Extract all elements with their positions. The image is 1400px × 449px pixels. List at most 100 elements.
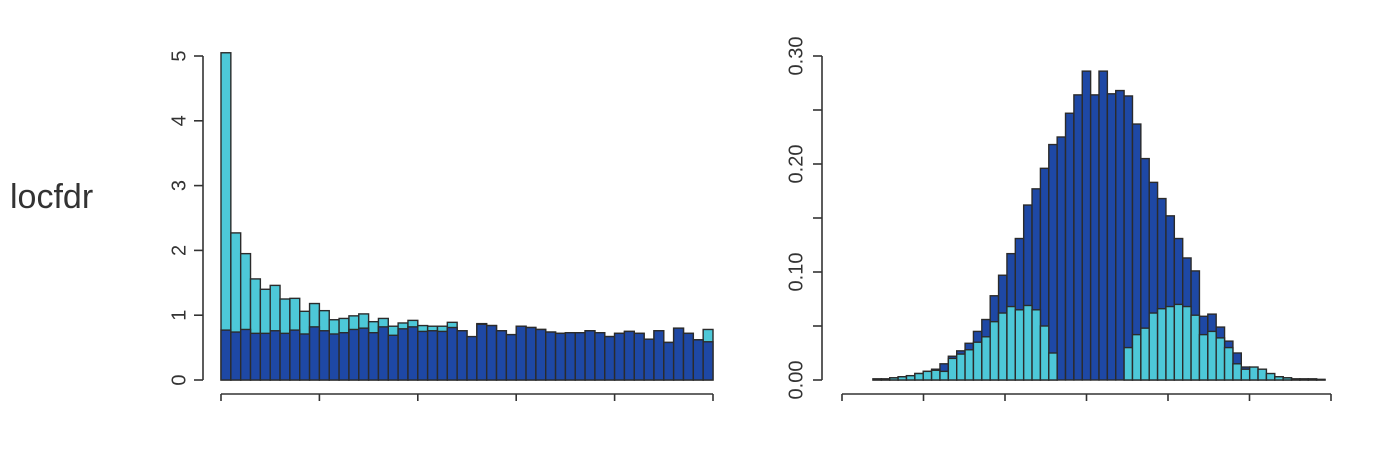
bar-light-11 [964,349,975,381]
bar-dark-27 [485,324,498,381]
bar-dark-32 [535,328,547,381]
bar-dark-16 [377,326,389,381]
bar-dark-22 [436,330,449,381]
y-tick-label-4: 4 [168,115,190,126]
bar-dark-10 [318,330,330,381]
bar-light-5 [914,372,924,381]
bar-light-51 [1299,378,1309,381]
y-tick-label-3: 0.30 [785,37,807,76]
bar-light-44 [1240,368,1251,381]
bar-dark-17 [387,334,399,381]
bar-light-33 [1148,312,1159,381]
bar-light-34 [1156,308,1167,381]
bar-light-21 [1048,352,1058,381]
bar-light-3 [897,376,908,381]
bar-light-8 [939,370,950,381]
bar-light-45 [1248,366,1259,381]
bar-dark-19 [407,326,419,381]
bar-dark-13 [348,328,360,381]
bar-dark-29 [1115,89,1125,381]
bar-dark-2 [239,328,252,381]
bar-dark-21 [426,330,439,381]
bar-light-10 [956,353,966,381]
bar-dark-18 [397,328,409,381]
bar-dark-28 [1106,93,1117,381]
bar-light-40 [1207,330,1217,381]
bar-dark-26 [1089,94,1100,381]
bar-light-52 [1307,378,1318,381]
y-tick-label-0: 0 [168,374,190,385]
bar-dark-43 [643,338,655,381]
bar-dark-4 [259,332,271,381]
bar-dark-30 [515,325,527,381]
bar-dark-0 [220,329,232,381]
bar-light-2 [889,377,899,381]
bar-dark-41 [623,330,635,381]
bar-dark-22 [1056,136,1067,381]
y-tick-label-0: 0.00 [785,361,807,400]
bar-dark-33 [545,331,557,381]
bar-dark-47 [682,332,695,381]
bar-light-17 [1014,309,1025,381]
bar-dark-28 [495,330,508,381]
bar-dark-15 [367,332,380,381]
bar-dark-48 [692,339,704,381]
bar-light-7 [930,369,941,381]
bar-light-20 [1039,325,1050,381]
bar-light-18 [1022,304,1033,381]
bar-light-0 [872,378,883,381]
bar-dark-26 [476,323,488,381]
histogram-panel-left: 0 1 2 3 4 5 [168,50,714,401]
bar-light-43 [1232,363,1243,381]
bar-light-30 [1123,346,1134,381]
bar-dark-40 [613,332,626,381]
bar-dark-38 [594,332,606,381]
bar-dark-46 [672,327,685,381]
bar-dark-36 [574,332,586,381]
bar-dark-39 [604,335,616,381]
bar-light-19 [1031,309,1042,381]
bar-light-46 [1257,368,1268,381]
bar-light-35 [1165,305,1176,381]
bar-light-42 [1223,346,1234,381]
bar-light-53 [1315,378,1326,381]
bar-light-49 [1282,377,1293,381]
bar-light-48 [1274,376,1284,381]
y-tick-label-3: 3 [168,180,190,191]
bar-dark-49 [702,341,714,381]
bar-dark-24 [1073,94,1083,381]
bar-dark-9 [308,326,321,381]
histogram-panel-right: 0.00 0.10 0.20 0.30 [785,37,1332,401]
bar-light-32 [1140,327,1150,381]
bar-light-50 [1290,378,1301,381]
y-tick-label-1: 0.10 [785,253,807,292]
bar-light-6 [922,370,933,381]
bar-light-16 [1006,305,1016,381]
bar-light-13 [981,336,991,381]
y-tick-label-2: 0.20 [785,145,807,184]
bar-dark-34 [554,332,567,381]
bar-light-39 [1198,333,1209,381]
bar-dark-11 [328,333,340,381]
bar-dark-24 [456,330,468,381]
bar-dark-44 [653,330,665,381]
bar-dark-21 [1048,143,1058,381]
bar-dark-23 [1064,112,1075,381]
bar-dark-6 [279,332,291,381]
y-tick-label-2: 2 [168,245,190,256]
bar-light-37 [1181,305,1192,381]
bar-light-38 [1190,314,1201,381]
bar-light-12 [972,341,983,381]
bar-dark-45 [663,341,675,381]
bar-dark-37 [584,330,596,381]
bar-dark-5 [269,330,281,381]
bar-light-14 [989,320,1000,381]
bar-dark-8 [299,333,311,381]
bar-dark-30 [1123,95,1134,381]
bar-light-41 [1215,337,1226,381]
bar-light-15 [997,312,1008,381]
bar-dark-29 [505,333,517,381]
bar-dark-25 [1081,70,1092,381]
row-label: locfdr [10,178,94,216]
